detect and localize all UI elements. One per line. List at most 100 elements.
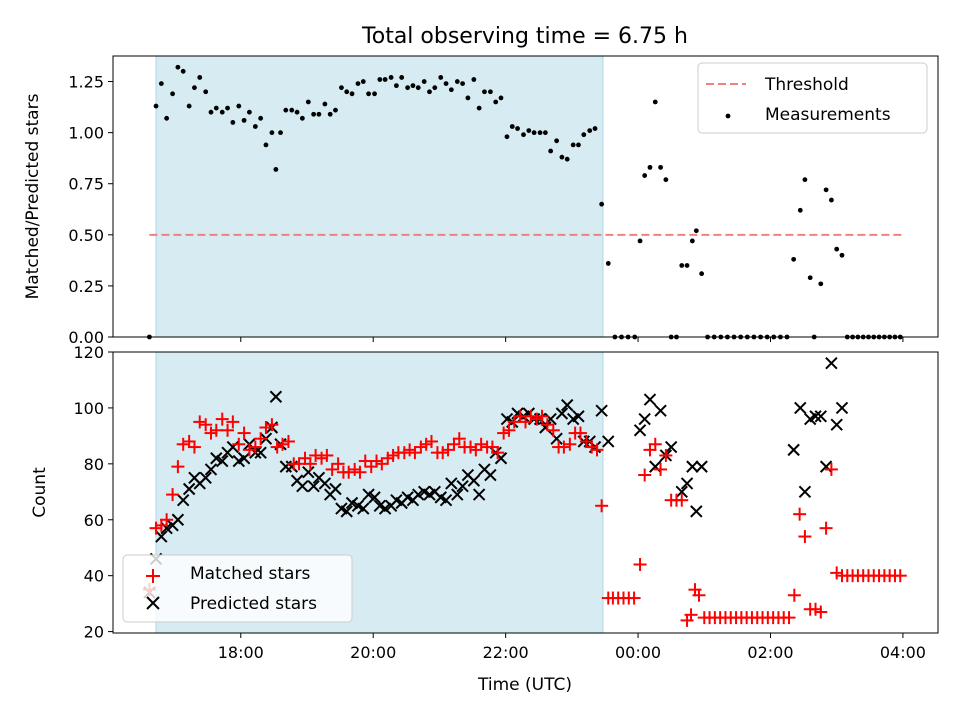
measurement-point: [170, 91, 175, 97]
measurement-point: [269, 130, 275, 136]
matched-star-point: [787, 588, 801, 602]
predicted-star-point: [445, 477, 458, 490]
matched-star-point: [232, 437, 246, 451]
measurement-point: [689, 238, 695, 244]
measurement-point: [153, 103, 159, 109]
matched-star-point: [424, 434, 438, 448]
matched-star-point: [160, 513, 174, 527]
matched-star-point: [540, 418, 554, 432]
y-tick-label: 100: [73, 399, 104, 418]
measurement-point: [791, 256, 797, 262]
measurement-point: [377, 77, 383, 82]
predicted-star-point: [794, 401, 807, 415]
matched-stars-series: [142, 409, 907, 627]
measurement-point: [554, 138, 560, 144]
measurement-point: [548, 148, 554, 154]
measurement-point: [454, 79, 460, 84]
measurement-point: [542, 130, 548, 136]
x-tick-label: 00:00: [615, 643, 661, 662]
predicted-star-point: [412, 488, 425, 501]
measurement-point: [192, 85, 197, 91]
measurement-point: [576, 142, 581, 148]
measurement-point: [663, 177, 669, 183]
y-tick-label: 1.00: [68, 124, 104, 143]
matched-star-point: [659, 448, 673, 462]
measurement-point: [476, 105, 482, 111]
matched-star-point: [502, 423, 516, 437]
predicted-star-point: [216, 454, 229, 468]
predicted-star-point: [633, 424, 647, 437]
measurement-point: [236, 103, 242, 109]
x-tick-label: 20:00: [350, 643, 396, 662]
measurement-point: [537, 130, 543, 136]
measurement-point: [311, 111, 317, 117]
count-x-ticks: 18:00 20:00 22:00 00:00 02:00 04:00: [218, 633, 926, 662]
predicted-star-point: [176, 493, 190, 507]
measurement-point: [465, 95, 471, 101]
measurement-point: [333, 107, 338, 113]
matched-star-point: [259, 420, 273, 434]
ratio-y-axis-label: Matched/Predicted stars: [23, 93, 43, 299]
matched-star-point: [557, 440, 571, 454]
matched-star-point: [441, 443, 455, 457]
measurement-point: [504, 134, 510, 140]
matched-star-point: [353, 465, 367, 479]
predicted-star-point: [210, 452, 223, 465]
measurement-point: [399, 75, 405, 80]
matched-star-point: [193, 415, 207, 429]
measurement-point: [642, 173, 648, 178]
predicted-star-point: [171, 513, 185, 526]
matched-star-point: [276, 437, 290, 451]
x-tick-label: 04:00: [880, 643, 926, 662]
measurement-point: [213, 105, 219, 111]
count-legend: Matched stars Predicted stars: [122, 554, 353, 623]
measurement-point: [493, 99, 499, 105]
matched-star-point: [292, 457, 306, 471]
measurement-point: [322, 101, 328, 107]
measurement-point: [592, 126, 598, 131]
matched-star-point: [215, 412, 229, 426]
matched-star-point: [546, 423, 560, 437]
measurement-point: [488, 89, 493, 95]
y-tick-label: 0.25: [68, 277, 104, 296]
measurement-point: [637, 238, 643, 244]
measurement-point: [684, 263, 690, 268]
predicted-star-point: [329, 482, 342, 496]
observing-window-span: [155, 55, 604, 338]
measurement-point: [382, 77, 388, 82]
x-tick-label: 18:00: [218, 643, 264, 662]
matched-star-point: [320, 448, 334, 462]
figure-title: Total observing time = 6.75 h: [361, 24, 688, 49]
measurement-point: [208, 109, 214, 115]
measurement-point: [415, 85, 421, 91]
legend-matched-swatch: [146, 569, 160, 583]
predicted-star-point: [695, 460, 708, 473]
matched-star-point: [375, 457, 389, 471]
predicted-star-point: [307, 480, 320, 493]
y-tick-label: 120: [73, 343, 104, 362]
measurement-point: [241, 117, 247, 123]
matched-star-point: [325, 462, 339, 476]
measurement-point: [797, 207, 803, 213]
measurement-point: [180, 68, 186, 74]
matched-star-point: [798, 530, 812, 544]
measurement-point: [388, 75, 394, 80]
measurement-point: [526, 128, 532, 133]
predicted-star-point: [340, 505, 353, 518]
predicted-star-point: [638, 412, 651, 426]
y-tick-label: 0.75: [68, 175, 104, 194]
matched-star-point: [265, 418, 279, 432]
predicted-star-point: [825, 356, 838, 370]
predicted-star-point: [643, 393, 657, 406]
matched-star-point: [638, 468, 652, 482]
matched-star-point: [474, 437, 488, 451]
predicted-star-point: [798, 485, 812, 499]
measurement-point: [438, 75, 444, 80]
matched-star-point: [226, 415, 240, 429]
matched-star-point: [242, 443, 256, 457]
measurement-point: [299, 115, 305, 121]
measurement-point: [521, 132, 526, 138]
y-tick-label: 60: [84, 511, 104, 530]
predicted-star-point: [237, 452, 251, 465]
y-tick-label: 0.00: [68, 328, 104, 347]
